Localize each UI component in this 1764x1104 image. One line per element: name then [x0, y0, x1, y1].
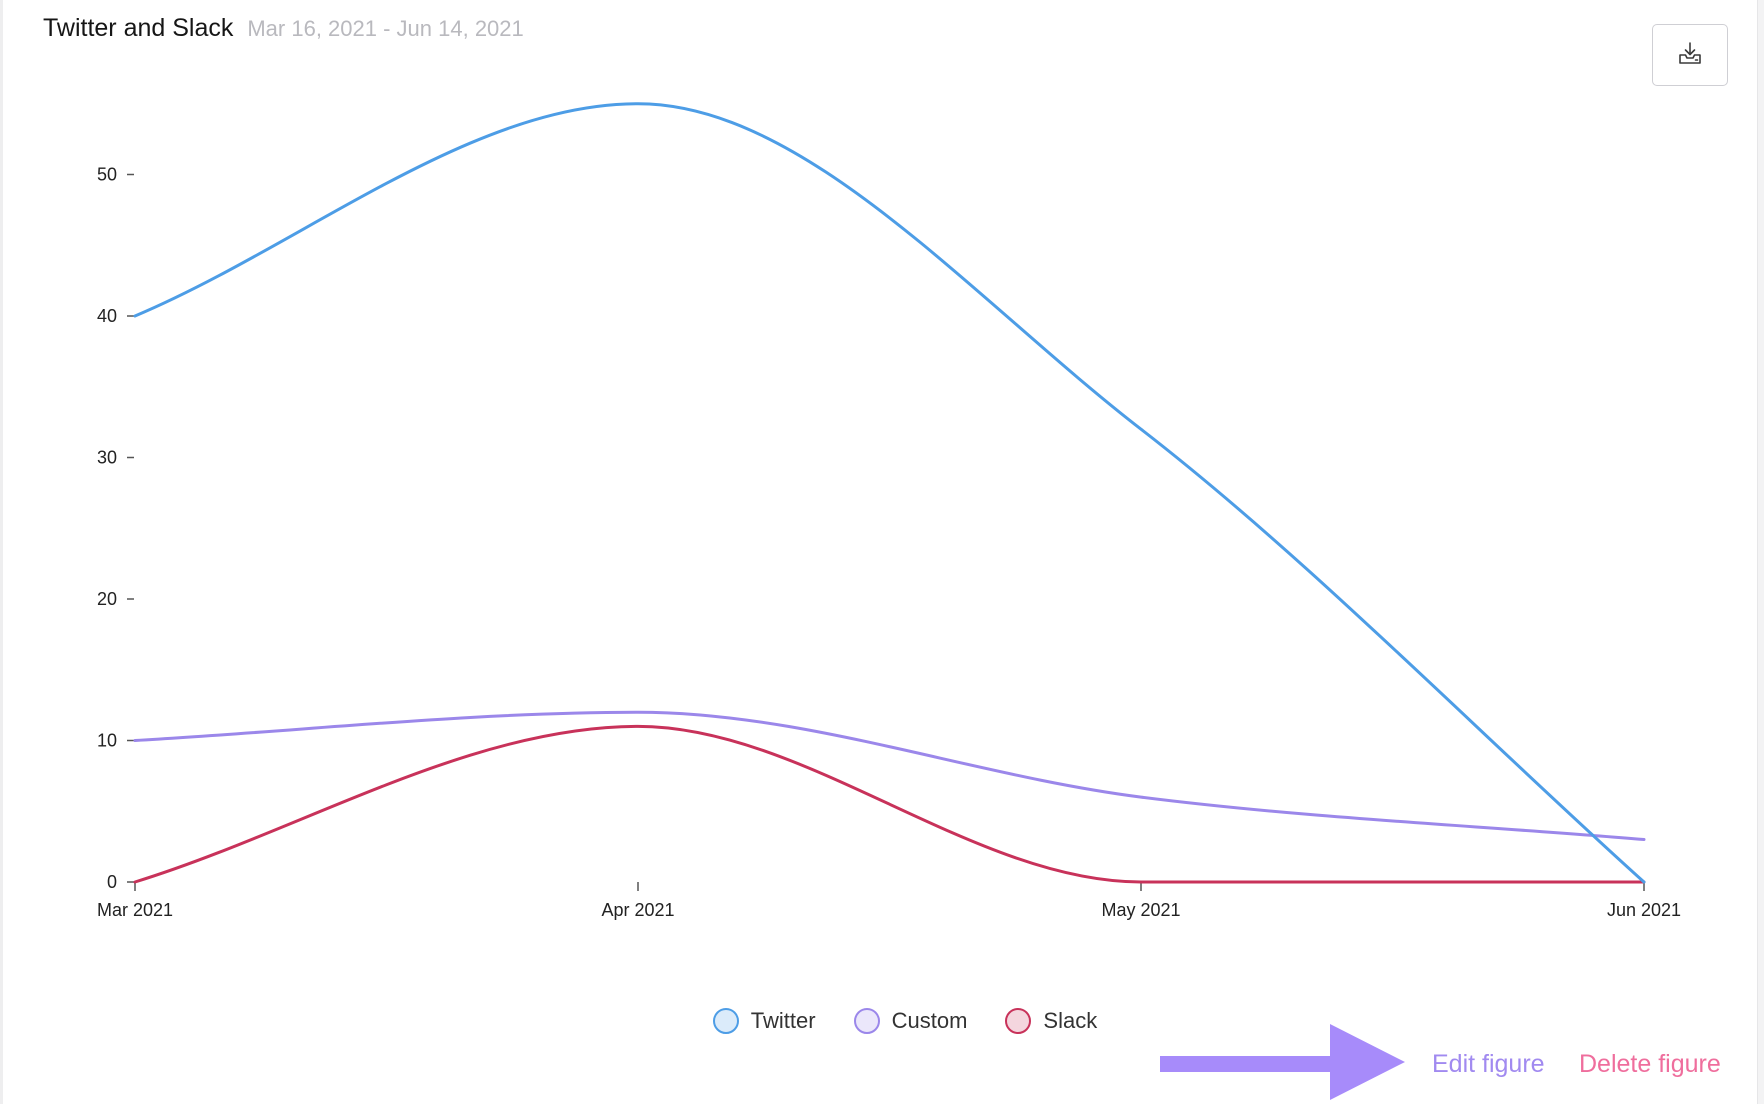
- x-tick-label: Apr 2021: [601, 900, 674, 920]
- legend-item-twitter[interactable]: Twitter: [712, 1008, 816, 1034]
- legend-label: Custom: [891, 1008, 968, 1033]
- y-tick-label: 20: [97, 589, 117, 609]
- pointer-arrow-icon: [1160, 1024, 1405, 1100]
- delete-figure-link[interactable]: Delete figure: [1579, 1050, 1721, 1078]
- legend-swatch-slack: [1005, 1008, 1032, 1034]
- chart-legend: Twitter Custom Slack: [3, 1008, 1764, 1034]
- y-tick-label: 0: [107, 872, 117, 892]
- x-tick-label: Jun 2021: [1607, 900, 1681, 920]
- series-line-custom: [133, 710, 1646, 842]
- y-tick-label: 50: [97, 165, 117, 185]
- legend-label: Twitter: [750, 1008, 816, 1033]
- y-tick-label: 40: [97, 306, 117, 326]
- series-line-twitter: [133, 102, 1646, 884]
- date-range: Mar 16, 2021 - Jun 14, 2021: [247, 16, 524, 41]
- y-tick-label: 10: [97, 731, 117, 751]
- legend-swatch-twitter: [712, 1008, 739, 1034]
- download-button[interactable]: [1652, 24, 1728, 86]
- chart-title: Twitter and Slack: [43, 14, 234, 42]
- download-tray-icon: [1677, 40, 1703, 71]
- legend-swatch-custom: [853, 1008, 880, 1034]
- chart-header: Twitter and Slack Mar 16, 2021 - Jun 14,…: [43, 14, 524, 43]
- legend-item-custom[interactable]: Custom: [853, 1008, 968, 1034]
- line-chart: 0 10 20 30 40 50 Mar 2021 Apr 2021 May 2021 Jun 2…: [97, 102, 1681, 920]
- y-tick-label: 30: [97, 448, 117, 468]
- edit-figure-link[interactable]: Edit figure: [1432, 1050, 1545, 1078]
- x-tick-label: May 2021: [1101, 900, 1180, 920]
- legend-item-slack[interactable]: Slack: [1005, 1008, 1097, 1034]
- x-tick-label: Mar 2021: [97, 900, 173, 920]
- legend-label: Slack: [1043, 1008, 1098, 1033]
- series-line-slack: [133, 724, 1646, 884]
